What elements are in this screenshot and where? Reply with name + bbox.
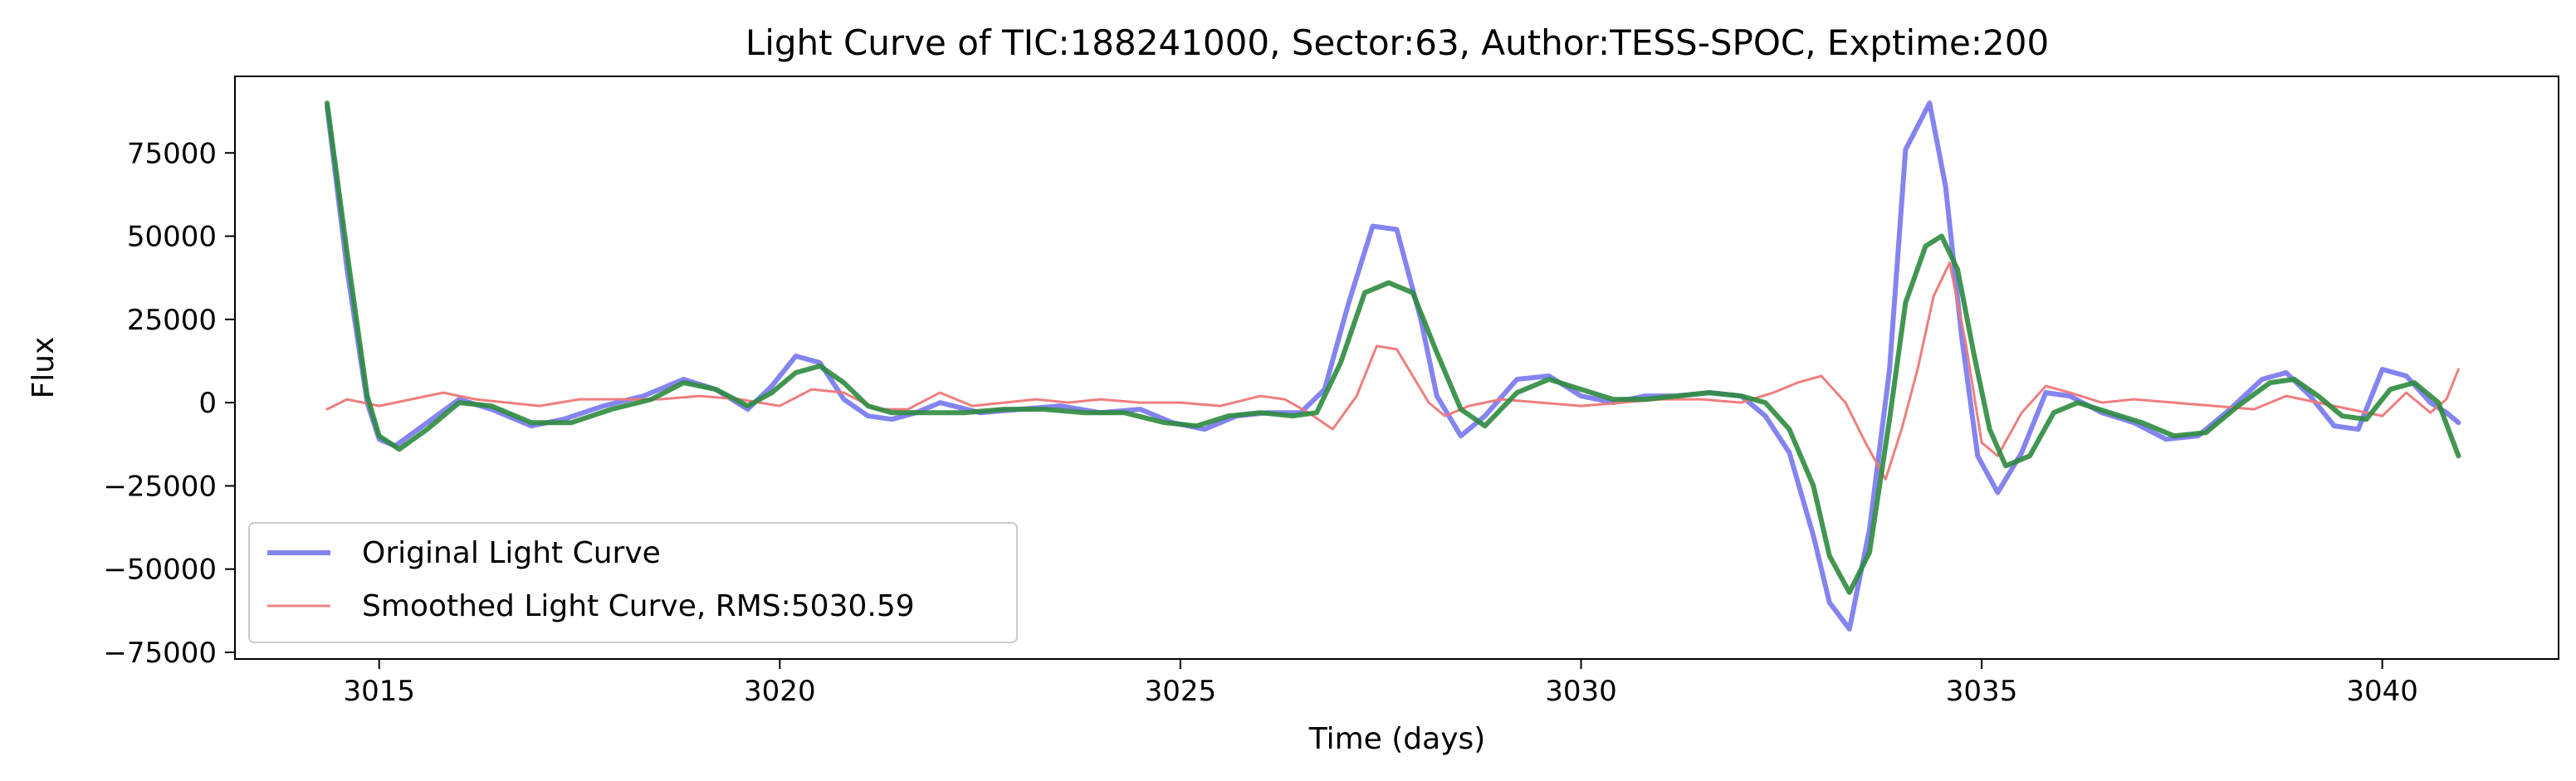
y-tick-label--25000: −25000 (103, 470, 217, 503)
legend-box (248, 522, 1018, 643)
y-tick-label--50000: −50000 (103, 554, 217, 587)
fitted-curve-line (325, 100, 2461, 595)
y-tick-label-0: 0 (198, 387, 217, 420)
legend: Original Light Curve Smoothed Light Curv… (248, 522, 1018, 643)
x-tick-label-3035: 3035 (1946, 675, 2018, 708)
series-layer (325, 100, 2461, 632)
chart-title: Light Curve of TIC:188241000, Sector:63,… (745, 22, 2049, 63)
y-tick-label-75000: 75000 (127, 137, 217, 170)
x-tick-label-3025: 3025 (1145, 675, 1217, 708)
legend-label-smoothed: Smoothed Light Curve, RMS:5030.59 (362, 589, 915, 623)
y-tick-label--75000: −75000 (103, 637, 217, 670)
y-axis: −75000 −50000 −25000 0 25000 50000 75000 (103, 137, 235, 670)
legend-label-original: Original Light Curve (362, 536, 661, 570)
x-tick-label-3040: 3040 (2346, 675, 2418, 708)
x-tick-label-3015: 3015 (343, 675, 415, 708)
x-tick-label-3020: 3020 (744, 675, 816, 708)
y-tick-label-25000: 25000 (127, 304, 217, 337)
x-axis-label: Time (days) (1308, 722, 1486, 756)
x-tick-label-3030: 3030 (1545, 675, 1617, 708)
y-tick-label-50000: 50000 (127, 221, 217, 254)
smoothed-light-curve-line (325, 261, 2460, 481)
plot-frame (234, 76, 2559, 660)
y-axis-label: Flux (27, 337, 61, 399)
x-axis: 3015 3020 3025 3030 3035 3040 (343, 659, 2418, 708)
